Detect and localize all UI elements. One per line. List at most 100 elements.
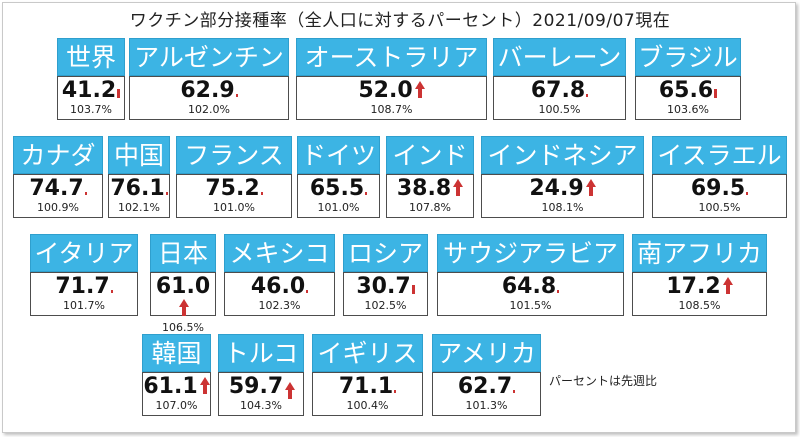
weekly-change: 101.3% bbox=[465, 399, 508, 412]
country-card: アルゼンチン 62.9 102.0% bbox=[129, 38, 289, 120]
rate-value: 24.9 bbox=[529, 176, 584, 201]
value-box: 75.2 101.0% bbox=[176, 174, 292, 218]
weekly-change: 107.0% bbox=[155, 399, 198, 412]
weekly-change: 104.3% bbox=[240, 399, 282, 412]
country-name: メキシコ bbox=[224, 234, 335, 272]
country-card: ドイツ 65.5 101.0% bbox=[297, 136, 380, 218]
rate-value: 38.8 bbox=[396, 176, 452, 201]
value-box: 46.0 102.3% bbox=[224, 272, 335, 316]
weekly-change: 108.7% bbox=[370, 103, 413, 116]
small-up-icon bbox=[714, 89, 718, 98]
weekly-change: 100.5% bbox=[698, 201, 741, 214]
weekly-change: 108.1% bbox=[541, 201, 584, 214]
rate-value: 62.9 bbox=[180, 78, 235, 103]
country-name: 日本 bbox=[150, 234, 216, 272]
country-name: アルゼンチン bbox=[129, 38, 289, 76]
up-arrow-icon bbox=[453, 179, 464, 197]
value-box: 67.8 100.5% bbox=[493, 76, 626, 120]
rate-value: 67.8 bbox=[530, 78, 586, 103]
value-box: 24.9 108.1% bbox=[481, 174, 644, 218]
country-name: 南アフリカ bbox=[632, 234, 767, 272]
country-name: インドネシア bbox=[481, 136, 644, 174]
dot-icon bbox=[394, 390, 397, 393]
rate-value: 64.8 bbox=[501, 274, 557, 299]
country-name: イスラエル bbox=[652, 136, 787, 174]
country-card: 世界 41.2 103.7% bbox=[57, 38, 125, 120]
country-name: バーレーン bbox=[493, 38, 626, 76]
value-box: 41.2 103.7% bbox=[57, 76, 125, 120]
value-box: 61.0 106.5% bbox=[150, 272, 216, 334]
rate-value: 62.7 bbox=[457, 374, 513, 399]
country-card: メキシコ 46.0 102.3% bbox=[224, 234, 335, 316]
dot-icon bbox=[84, 192, 87, 195]
value-box: 65.6 103.6% bbox=[635, 76, 741, 120]
rate-value: 46.0 bbox=[250, 274, 306, 299]
rate-value: 52.0 bbox=[358, 78, 413, 103]
rate-value: 71.7 bbox=[55, 274, 110, 299]
country-name: インド bbox=[386, 136, 474, 174]
up-arrow-icon bbox=[585, 179, 596, 197]
country-card: トルコ 59.7 104.3% bbox=[218, 334, 304, 416]
weekly-change: 100.5% bbox=[538, 103, 581, 116]
country-name: イタリア bbox=[30, 234, 138, 272]
country-card: インド 38.8 107.8% bbox=[386, 136, 474, 218]
country-card: オーストラリア 52.0 108.7% bbox=[296, 38, 487, 120]
rate-value: 65.6 bbox=[658, 78, 714, 103]
weekly-change: 100.4% bbox=[346, 399, 389, 412]
weekly-change: 107.8% bbox=[409, 201, 451, 214]
country-name: 中国 bbox=[108, 136, 170, 174]
country-card: サウジアラビア 64.8 101.5% bbox=[437, 234, 624, 316]
rate-value: 61.0 bbox=[155, 274, 211, 299]
dot-icon bbox=[586, 94, 589, 97]
country-card: イタリア 71.7 101.7% bbox=[30, 234, 138, 316]
up-arrow-icon bbox=[285, 382, 296, 399]
country-name: ロシア bbox=[343, 234, 428, 272]
weekly-change: 101.0% bbox=[317, 201, 360, 214]
value-box: 64.8 101.5% bbox=[437, 272, 624, 316]
weekly-change: 103.7% bbox=[70, 103, 112, 116]
page-title: ワクチン部分接種率（全人口に対するパーセント）2021/09/07現在 bbox=[129, 11, 671, 31]
country-name: イギリス bbox=[312, 334, 423, 372]
country-card: ロシア 30.7 102.5% bbox=[343, 234, 428, 316]
rate-value: 71.1 bbox=[338, 374, 394, 399]
weekly-change: 101.5% bbox=[509, 299, 552, 312]
value-box: 71.1 100.4% bbox=[312, 372, 423, 416]
dot-icon bbox=[260, 192, 263, 195]
country-card: イスラエル 69.5 100.5% bbox=[652, 136, 787, 218]
rate-value: 17.2 bbox=[666, 274, 721, 299]
small-up-icon bbox=[117, 89, 121, 98]
country-name: サウジアラビア bbox=[437, 234, 624, 272]
value-box: 71.7 101.7% bbox=[30, 272, 138, 316]
country-card: ブラジル 65.6 103.6% bbox=[635, 38, 741, 120]
value-box: 74.7 100.9% bbox=[13, 174, 103, 218]
tiny-up-icon bbox=[165, 192, 168, 195]
up-arrow-icon bbox=[199, 377, 210, 395]
rate-value: 69.5 bbox=[690, 176, 746, 201]
weekly-change: 100.9% bbox=[37, 201, 79, 214]
country-card: バーレーン 67.8 100.5% bbox=[493, 38, 626, 120]
country-card: 中国 76.1 102.1% bbox=[108, 136, 170, 218]
value-box: 62.9 102.0% bbox=[129, 76, 289, 120]
rate-value: 76.1 bbox=[110, 176, 165, 201]
country-card: インドネシア 24.9 108.1% bbox=[481, 136, 644, 218]
tiny-up-icon bbox=[235, 94, 238, 97]
value-box: 61.1 107.0% bbox=[142, 372, 211, 416]
value-box: 17.2 108.5% bbox=[632, 272, 767, 316]
country-card: 南アフリカ 17.2 108.5% bbox=[632, 234, 767, 316]
dot-icon bbox=[365, 192, 368, 195]
rate-value: 41.2 bbox=[61, 78, 117, 103]
country-card: カナダ 74.7 100.9% bbox=[13, 136, 103, 218]
weekly-change: 101.7% bbox=[63, 299, 105, 312]
country-name: アメリカ bbox=[432, 334, 541, 372]
dot-icon bbox=[110, 290, 113, 293]
weekly-change: 101.0% bbox=[213, 201, 255, 214]
country-name: フランス bbox=[176, 136, 292, 174]
country-name: カナダ bbox=[13, 136, 103, 174]
country-name: トルコ bbox=[218, 334, 304, 372]
country-card: 日本 61.0 106.5% bbox=[150, 234, 216, 334]
rate-value: 65.5 bbox=[309, 176, 365, 201]
country-name: オーストラリア bbox=[296, 38, 487, 76]
value-box: 38.8 107.8% bbox=[386, 174, 474, 218]
footnote: パーセントは先週比 bbox=[549, 374, 658, 388]
up-arrow-icon bbox=[179, 299, 189, 317]
